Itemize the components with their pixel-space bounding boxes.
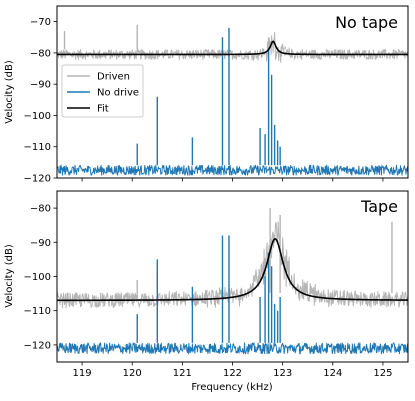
- y-tick-label: −110: [24, 142, 51, 153]
- axis-ticks-no-tape: −120 −110 −100 −90 −80 −70: [24, 17, 384, 185]
- series-driven-0: [57, 31, 408, 63]
- x-tick-label: 120: [123, 368, 142, 379]
- series-no-drive-1: [57, 342, 408, 355]
- y-axis-label-tape: Velocity (dB): [4, 244, 15, 308]
- legend: Driven No drive Fit: [61, 64, 144, 118]
- axis-ticks-tape: 119 120 121 122 123 124 125 −120 −110 −100 −90 −80: [24, 204, 393, 379]
- y-tick-label: −110: [24, 306, 51, 317]
- panel-title-no-tape: No tape: [335, 13, 398, 32]
- legend-box: [61, 64, 144, 118]
- series-no-drive-0: [57, 164, 408, 176]
- y-tick-label: −90: [30, 238, 51, 249]
- legend-label-fit: Fit: [97, 104, 109, 115]
- y-tick-label: −90: [30, 80, 51, 91]
- x-tick-label: 122: [223, 368, 242, 379]
- panel-title-tape: Tape: [360, 197, 398, 216]
- series-driven-1: [57, 221, 408, 309]
- x-tick-label: 121: [173, 368, 192, 379]
- x-tick-label: 125: [373, 368, 392, 379]
- y-tick-label: −100: [24, 272, 51, 283]
- panel-no-tape: −120 −110 −100 −90 −80 −70 No tape Velocity (…: [4, 5, 409, 185]
- legend-label-driven: Driven: [97, 72, 130, 83]
- x-axis-label: Frequency (kHz): [191, 382, 272, 393]
- y-tick-label: −70: [30, 17, 51, 28]
- plot-area-no-tape: [57, 24, 408, 176]
- legend-label-no-drive: No drive: [97, 88, 139, 99]
- x-tick-label: 119: [73, 368, 92, 379]
- y-tick-label: −100: [24, 111, 51, 122]
- y-tick-label: −80: [30, 204, 51, 215]
- y-tick-label: −80: [30, 48, 51, 59]
- series-fit-0: [57, 40, 408, 56]
- y-tick-label: −120: [24, 340, 51, 351]
- plot-area-tape: [57, 208, 408, 355]
- axes-frame-tape: [56, 190, 409, 363]
- x-tick-label: 124: [323, 368, 342, 379]
- series-fit-1: [57, 238, 408, 302]
- x-tick-label: 123: [273, 368, 292, 379]
- y-axis-label-no-tape: Velocity (dB): [4, 60, 15, 124]
- panel-tape: 119 120 121 122 123 124 125−120−110−100−90−80 …: [4, 190, 409, 393]
- y-tick-label: −120: [24, 174, 51, 185]
